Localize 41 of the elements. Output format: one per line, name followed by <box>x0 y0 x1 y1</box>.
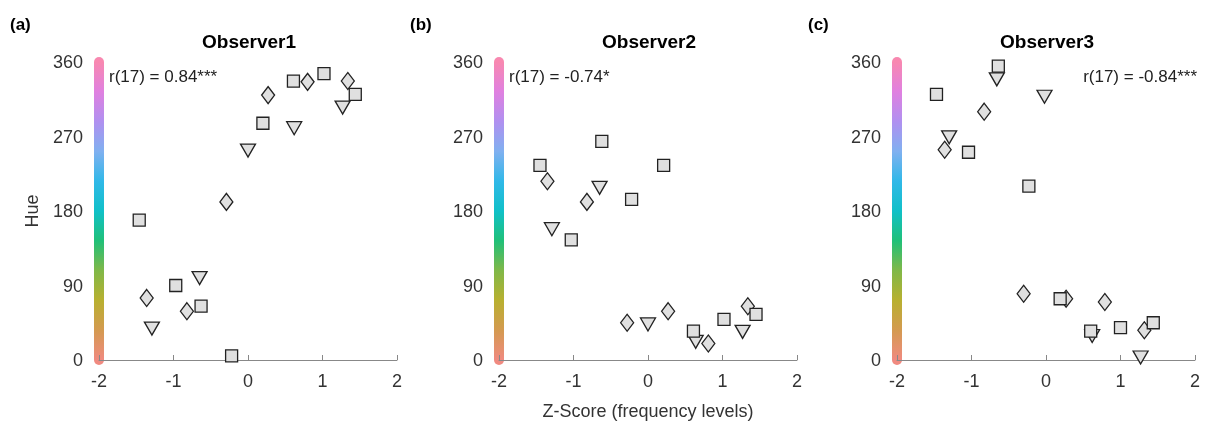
x-tick-label: -1 <box>165 371 182 391</box>
y-tick-label: 360 <box>52 52 83 72</box>
text: (b) <box>410 15 432 34</box>
y-tick-label: 360 <box>452 52 483 72</box>
annotation: r(17) = -0.74* <box>509 67 611 86</box>
y-tick-label: 180 <box>52 201 83 221</box>
x-tick-label: -1 <box>963 371 980 391</box>
x-tick-label: -2 <box>490 371 508 391</box>
x-tick-label: 2 <box>791 371 802 391</box>
x-tick-label: 0 <box>642 371 654 391</box>
chart-title: Observer1 <box>201 31 297 52</box>
x-tick-label: 1 <box>717 371 728 391</box>
y-tick-label: 270 <box>850 126 881 147</box>
text: (a) <box>10 15 31 34</box>
x-tick-label: 0 <box>242 371 254 391</box>
x-tick-label: 1 <box>1115 371 1126 391</box>
chart-title: Observer3 <box>999 31 1095 52</box>
x-tick-label: -2 <box>90 371 108 391</box>
annotation: r(17) = -0.84*** <box>1083 67 1198 86</box>
x-tick-label: 1 <box>317 371 328 391</box>
y-axis-title: Hue <box>22 194 42 228</box>
y-tick-label: 180 <box>452 201 483 221</box>
x-tick-label: -1 <box>565 371 582 391</box>
y-tick-label: 270 <box>52 126 83 147</box>
x-axis-title: Z-Score (frequency levels) <box>542 401 754 421</box>
y-tick-label: 360 <box>850 52 881 72</box>
text: (c) <box>808 15 829 34</box>
y-tick-label: 0 <box>72 350 83 370</box>
y-tick-label: 90 <box>860 275 881 296</box>
y-tick-label: 270 <box>452 126 483 147</box>
chart-title: Observer2 <box>601 31 697 52</box>
y-tick-label: 90 <box>62 275 83 296</box>
y-tick-label: 0 <box>870 350 881 370</box>
x-tick-label: 2 <box>1189 371 1200 391</box>
x-tick-label: 0 <box>1040 371 1052 391</box>
y-tick-label: 180 <box>850 201 881 221</box>
y-tick-label: 0 <box>472 350 483 370</box>
x-tick-label: -2 <box>888 371 906 391</box>
y-tick-label: 90 <box>462 275 483 296</box>
x-tick-label: 2 <box>391 371 402 391</box>
annotation: r(17) = 0.84*** <box>109 67 218 86</box>
